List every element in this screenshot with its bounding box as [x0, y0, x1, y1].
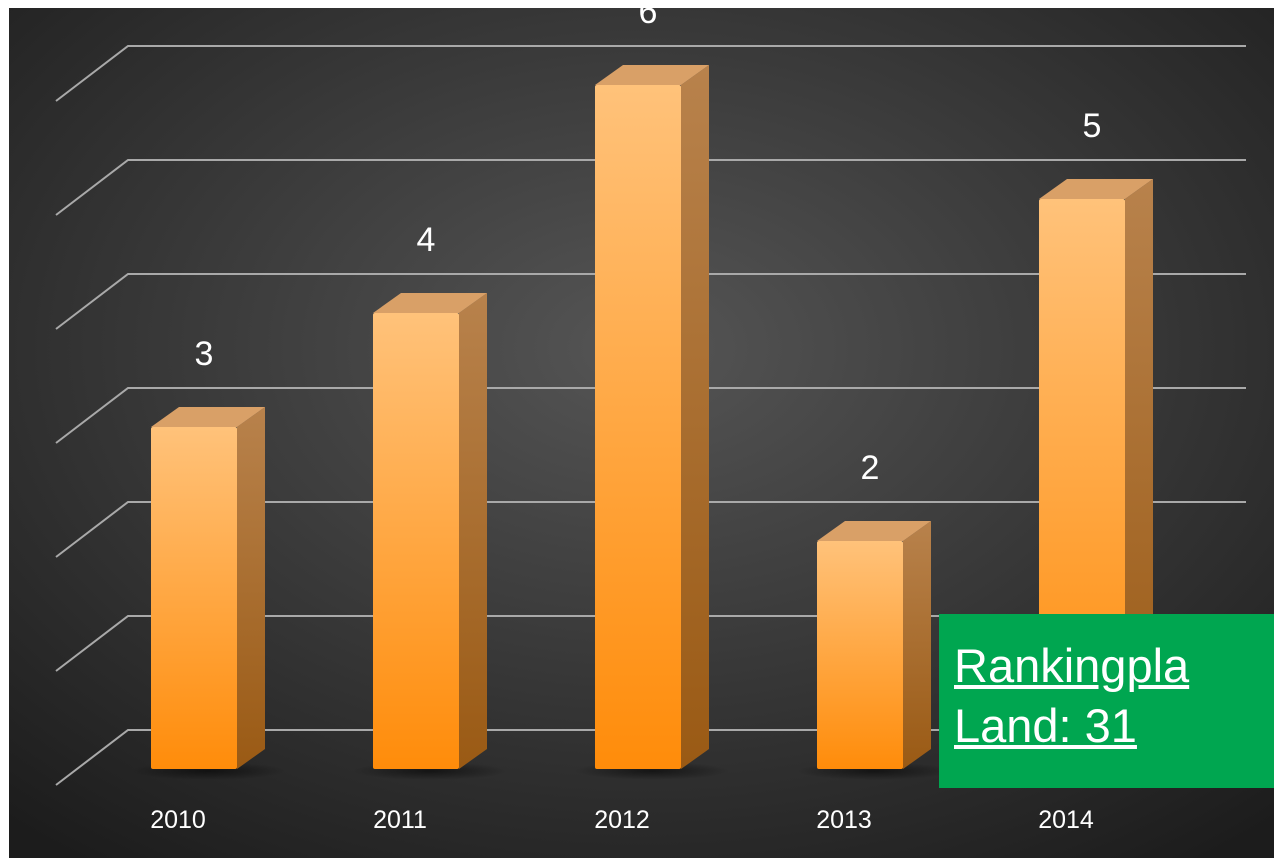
bar-side-2011 — [459, 293, 487, 769]
bar-top-2012 — [595, 65, 709, 85]
bar-top-2010 — [151, 407, 265, 427]
category-label-2014: 2014 — [1038, 806, 1094, 834]
gridline-4 — [55, 273, 1246, 330]
gridline-6 — [55, 45, 1246, 102]
ranking-overlay: Rankingpla Land: 31 — [939, 614, 1274, 788]
bar-side-2010 — [237, 407, 265, 769]
bars — [130, 65, 1174, 780]
value-label-2010: 3 — [195, 335, 214, 373]
chart-panel: 3 4 6 2 5 2010 2011 2012 2013 2014 — [9, 8, 1274, 858]
ranking-line-2: Land: 31 — [954, 699, 1137, 752]
value-label-2012: 6 — [639, 8, 658, 31]
ranking-line-1: Rankingpla — [954, 639, 1190, 692]
value-labels: 3 4 6 2 5 — [195, 8, 1102, 487]
bar-top-2013 — [817, 521, 931, 541]
bar-front-2011 — [373, 313, 459, 769]
bar-front-2013 — [817, 541, 903, 769]
value-label-2013: 2 — [861, 449, 880, 487]
gridline-5 — [55, 159, 1246, 216]
category-label-2011: 2011 — [373, 806, 427, 834]
gridline-3 — [55, 387, 1246, 444]
value-label-2011: 4 — [417, 221, 436, 259]
category-labels: 2010 2011 2012 2013 2014 — [150, 806, 1094, 834]
gridline-2 — [55, 501, 1246, 558]
category-label-2012: 2012 — [594, 806, 650, 834]
gridlines — [55, 45, 1246, 786]
ranking-link[interactable]: Rankingpla Land: 31 — [954, 636, 1274, 756]
category-label-2010: 2010 — [150, 806, 206, 834]
value-label-2014: 5 — [1083, 107, 1102, 145]
category-label-2013: 2013 — [816, 806, 872, 834]
bar-front-2010 — [151, 427, 237, 769]
bar-side-2013 — [903, 521, 931, 769]
bar-front-2012 — [595, 85, 681, 769]
bar-side-2012 — [681, 65, 709, 769]
bar-chart: 3 4 6 2 5 2010 2011 2012 2013 2014 — [9, 8, 1274, 858]
bar-top-2014 — [1039, 179, 1153, 199]
bar-top-2011 — [373, 293, 487, 313]
